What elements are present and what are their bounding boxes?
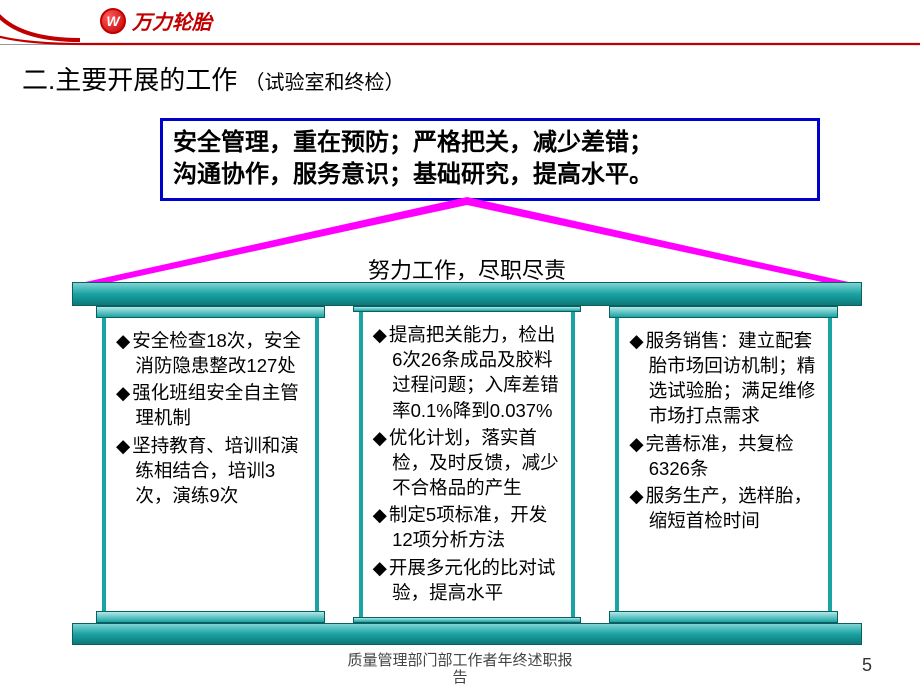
banner-line-2: 沟通协作，服务意识；基础研究，提高水平。 [173, 159, 807, 191]
list-item: 坚持教育、培训和演练相结合，培训3次，演练9次 [116, 433, 305, 508]
list-item: 优化计划，落实首检，及时反馈，减少不合格品的产生 [373, 425, 562, 500]
top-beam [72, 282, 862, 306]
banner-line-1: 安全管理，重在预防；严格把关，减少差错； [173, 127, 807, 159]
logo-letter: W [106, 13, 119, 29]
list-item: 服务生产，选样胎，缩短首检时间 [629, 483, 818, 533]
pillar-1: 安全检查18次，安全消防隐患整改127处 强化班组安全自主管理机制 坚持教育、培… [102, 306, 319, 623]
list-item: 开展多元化的比对试验，提高水平 [373, 555, 562, 605]
temple-diagram: 努力工作，尽职尽责 安全检查18次，安全消防隐患整改127处 强化班组安全自主管… [72, 197, 862, 645]
pillar-3: 服务销售：建立配套胎市场回访机制；精选试验胎；满足维修市场打点需求 完善标准，共… [615, 306, 832, 623]
temple-roof: 努力工作，尽职尽责 [72, 197, 862, 285]
page-number: 5 [862, 655, 872, 676]
pillar-1-body: 安全检查18次，安全消防隐患整改127处 强化班组安全自主管理机制 坚持教育、培… [102, 318, 319, 611]
brand-name: 万力轮胎 [132, 6, 212, 35]
pillar-cap-top [96, 306, 325, 318]
list-item: 安全检查18次，安全消防隐患整改127处 [116, 328, 305, 378]
pillar-2-body: 提高把关能力，检出6次26条成品及胶料过程问题；入库差错率0.1%降到0.037… [359, 312, 576, 617]
banner-box: 安全管理，重在预防；严格把关，减少差错； 沟通协作，服务意识；基础研究，提高水平… [160, 118, 820, 201]
brand-logo-row: W 万力轮胎 [100, 6, 212, 35]
footer-title: 质量管理部门部工作者年终述职报 告 [0, 653, 920, 686]
section-title: 二.主要开展的工作 （试验室和终检） [22, 60, 404, 97]
roof-text: 努力工作，尽职尽责 [72, 253, 862, 285]
pillar-3-body: 服务销售：建立配套胎市场回访机制；精选试验胎；满足维修市场打点需求 完善标准，共… [615, 318, 832, 611]
pillar-2: 提高把关能力，检出6次26条成品及胶料过程问题；入库差错率0.1%降到0.037… [359, 306, 576, 623]
pillar-cap-bottom [96, 611, 325, 623]
section-title-sub: （试验室和终检） [244, 72, 404, 94]
pillar-cap-top [609, 306, 838, 318]
pillars-row: 安全检查18次，安全消防隐患整改127处 强化班组安全自主管理机制 坚持教育、培… [72, 306, 862, 623]
list-item: 完善标准，共复检6326条 [629, 431, 818, 481]
pillar-cap-bottom [609, 611, 838, 623]
section-title-main: 二.主要开展的工作 [22, 65, 237, 95]
list-item: 服务销售：建立配套胎市场回访机制；精选试验胎；满足维修市场打点需求 [629, 328, 818, 429]
base-beam [72, 623, 862, 645]
list-item: 制定5项标准，开发12项分析方法 [373, 502, 562, 552]
list-item: 提高把关能力，检出6次26条成品及胶料过程问题；入库差错率0.1%降到0.037… [373, 322, 562, 423]
slide-header: W 万力轮胎 [0, 0, 920, 45]
brand-logo-icon: W [100, 8, 126, 34]
list-item: 强化班组安全自主管理机制 [116, 380, 305, 430]
